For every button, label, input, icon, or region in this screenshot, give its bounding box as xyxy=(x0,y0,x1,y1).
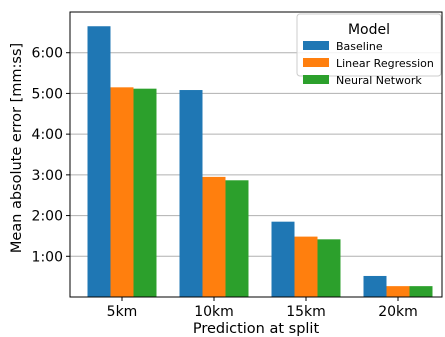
y-tick-label: 4:00 xyxy=(32,127,63,143)
x-tick-label: 20km xyxy=(378,304,418,320)
bar-linear-regression-10km xyxy=(202,176,226,297)
legend-label: Linear Regression xyxy=(336,57,434,70)
bar-linear-regression-15km xyxy=(294,236,318,297)
legend-label: Baseline xyxy=(336,40,383,53)
legend-swatch xyxy=(303,75,329,84)
y-axis-label: Mean absolute error [mm:ss] xyxy=(9,43,25,253)
x-tick-label: 5km xyxy=(107,304,138,320)
x-axis-label: Prediction at split xyxy=(193,321,320,337)
bar-neural-network-5km xyxy=(133,88,157,297)
bar-linear-regression-5km xyxy=(110,87,134,297)
tick-labels: 1:00 2:00 3:00 4:00 5:00 6:00 5km 10km 15km 20km xyxy=(32,46,418,320)
y-tick-label: 3:00 xyxy=(32,168,63,184)
bar-baseline-15km xyxy=(271,221,295,297)
legend: Model Baseline Linear Regression Neural Ne… xyxy=(296,13,442,87)
bar-neural-network-10km xyxy=(225,180,249,297)
y-tick-label: 5:00 xyxy=(32,86,63,102)
legend-title: Model xyxy=(348,22,390,38)
legend-label: Neural Network xyxy=(336,74,422,87)
bar-neural-network-15km xyxy=(317,239,341,297)
legend-swatch xyxy=(303,41,329,50)
legend-frame xyxy=(296,13,442,77)
x-tick-label: 15km xyxy=(286,304,326,320)
y-tick-label: 1:00 xyxy=(32,249,63,265)
x-tick-label: 10km xyxy=(194,304,234,320)
legend-swatch xyxy=(303,58,329,67)
bar-linear-regression-20km xyxy=(386,286,410,297)
bars xyxy=(87,26,433,298)
legend-entries: Baseline Linear Regression Neural Network xyxy=(303,40,434,87)
bar-baseline-10km xyxy=(179,90,203,298)
plot-frame xyxy=(69,11,443,298)
y-tick-label: 6:00 xyxy=(32,46,63,62)
bar-neural-network-20km xyxy=(409,286,433,297)
bar-baseline-5km xyxy=(87,26,111,297)
bar-baseline-20km xyxy=(363,275,387,297)
axes xyxy=(66,11,443,301)
y-tick-label: 2:00 xyxy=(32,209,63,225)
